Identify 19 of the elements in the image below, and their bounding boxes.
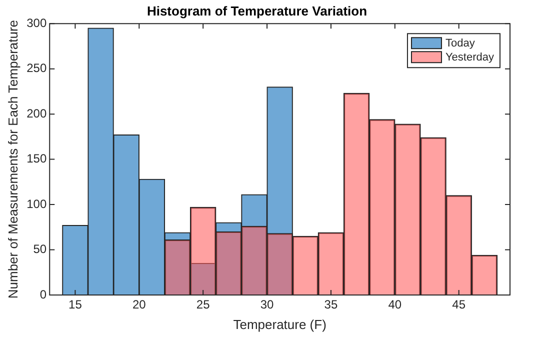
y-axis-title: Number of Measurements for Each Temperature <box>5 20 20 299</box>
x-axis-title: Temperature (F) <box>233 316 326 332</box>
y-tick-label: 150 <box>26 152 47 166</box>
x-tick-label: 20 <box>132 298 146 312</box>
y-tick-label: 300 <box>26 16 47 30</box>
y-tick-label: 250 <box>26 61 47 76</box>
x-tick-label: 45 <box>452 298 466 312</box>
y-tick-label: 0 <box>40 287 47 302</box>
x-tick-label: 30 <box>260 298 274 312</box>
x-tick-label: 40 <box>388 298 402 312</box>
x-tick-label: 35 <box>324 298 338 312</box>
y-tick-label: 200 <box>26 106 47 120</box>
x-tick-label: 15 <box>68 298 82 312</box>
legend-label: Yesterday <box>445 52 494 64</box>
chart-title: Histogram of Temperature Variation <box>146 3 368 18</box>
legend-label: Today <box>445 38 476 50</box>
y-tick-label: 100 <box>26 196 47 211</box>
x-tick-label: 25 <box>196 298 210 312</box>
y-tick-label: 50 <box>33 242 47 256</box>
